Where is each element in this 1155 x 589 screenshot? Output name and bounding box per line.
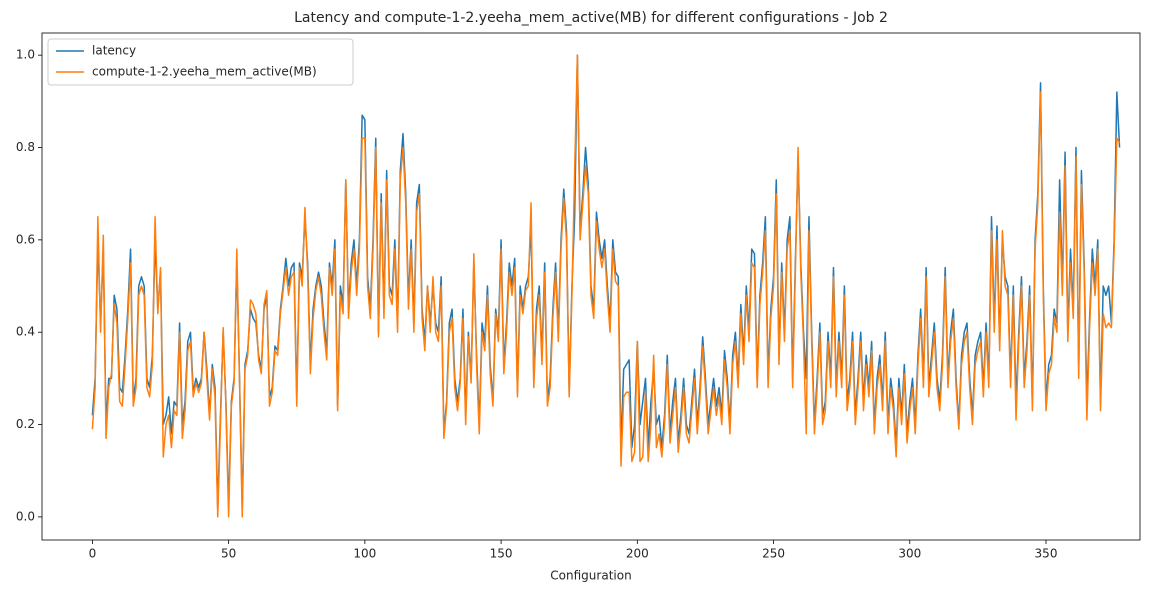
y-tick-label: 0.0 bbox=[16, 509, 35, 523]
legend-label: compute-1-2.yeeha_mem_active(MB) bbox=[92, 65, 317, 79]
series-line bbox=[91, 54, 1121, 518]
x-tick-label: 300 bbox=[898, 547, 921, 561]
x-tick-label: 350 bbox=[1035, 547, 1058, 561]
legend-label: latency bbox=[92, 44, 136, 58]
legend-box bbox=[47, 38, 354, 86]
y-tick-label: 1.0 bbox=[16, 48, 35, 62]
x-tick-label: 50 bbox=[221, 547, 236, 561]
y-tick-label: 0.6 bbox=[16, 232, 35, 246]
plot-frame bbox=[41, 32, 1141, 541]
x-tick-label: 150 bbox=[490, 547, 513, 561]
x-tick-label: 0 bbox=[89, 547, 97, 561]
y-tick-label: 0.2 bbox=[16, 417, 35, 431]
x-axis-label: Configuration bbox=[550, 569, 631, 583]
y-tick-label: 0.8 bbox=[16, 140, 35, 154]
x-tick-label: 250 bbox=[762, 547, 785, 561]
x-tick-label: 100 bbox=[353, 547, 376, 561]
chart-title: Latency and compute-1-2.yeeha_mem_active… bbox=[294, 10, 888, 26]
x-tick-label: 200 bbox=[626, 547, 649, 561]
y-tick-label: 0.4 bbox=[16, 325, 35, 339]
